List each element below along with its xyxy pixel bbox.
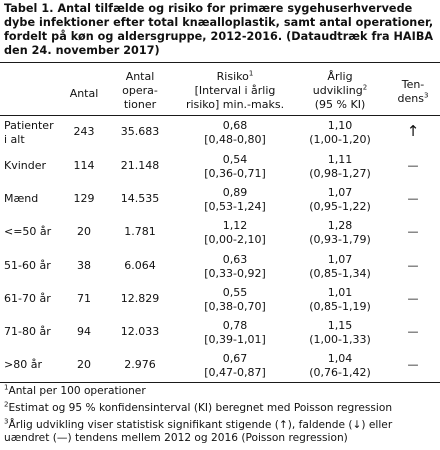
cell-antal: 71 <box>77 292 91 305</box>
header-ops-line2: opera- <box>122 84 158 97</box>
cell-risiko: 1,12 [0,00-2,10] <box>204 219 266 246</box>
cell-risiko: 0,63 [0,33-0,92] <box>204 253 266 280</box>
cell-antal: 20 <box>77 225 91 238</box>
cell-udvikling: 1,15 (1,00-1,33) <box>309 319 371 346</box>
header-rule <box>0 115 440 116</box>
row-label: >80 år <box>4 358 42 371</box>
header-dev-line3: (95 % KI) <box>314 98 366 111</box>
cell-udvikling: 1,11 (0,98-1,27) <box>309 153 371 180</box>
trend-unchanged-dash-icon: — <box>407 192 419 205</box>
cell-antal: 243 <box>73 125 95 138</box>
cell-risiko: 0,89 [0,53-1,24] <box>204 186 266 213</box>
header-ops-line3: tioner <box>123 98 157 111</box>
trend-unchanged-dash-icon: — <box>407 292 419 305</box>
header-risk-line2: [Interval i årlig <box>194 84 276 97</box>
row-label: <=50 år <box>4 225 52 238</box>
row-label: 71-80 år <box>4 325 51 338</box>
row-label: 51-60 år <box>4 259 51 272</box>
cell-antal: 94 <box>77 325 91 338</box>
header-dev-line1: Årlig <box>327 70 353 83</box>
cell-antal: 129 <box>73 192 95 205</box>
trend-unchanged-dash-icon: — <box>407 358 419 371</box>
header-dev-line2: udvikling2 <box>312 83 368 97</box>
row-label: Kvinder <box>4 159 47 172</box>
cell-risiko: 0,67 [0,47-0,87] <box>204 352 266 379</box>
cell-udvikling: 1,04 (0,76-1,42) <box>309 352 371 379</box>
footnote-2: 2Estimat og 95 % konfidensinterval (KI) … <box>4 400 393 414</box>
table-title: Tabel 1. Antal tilfælde og risiko for pr… <box>4 2 434 57</box>
header-operationer: Antal opera- tioner <box>110 70 170 112</box>
cell-operationer: 6.064 <box>124 259 156 272</box>
header-tendens: Ten- dens3 <box>393 78 433 106</box>
row-label: Patienter i alt <box>4 119 54 146</box>
footnote-1: 1Antal per 100 operationer <box>4 383 146 397</box>
cell-operationer: 12.829 <box>120 292 160 305</box>
row-label: Mænd <box>4 192 39 205</box>
trend-unchanged-dash-icon: — <box>407 159 419 172</box>
bottom-rule <box>0 382 440 383</box>
header-trend-line1: Ten- <box>401 78 425 91</box>
cell-operationer: 14.535 <box>120 192 160 205</box>
cell-antal: 38 <box>77 259 91 272</box>
footnote-3: 3Årlig udvikling viser statistisk signif… <box>4 417 393 444</box>
header-risk-line3: risiko] min.-maks. <box>185 98 285 111</box>
header-udvikling: Årlig udvikling2 (95 % KI) <box>295 70 385 112</box>
row-label: 61-70 år <box>4 292 51 305</box>
cell-operationer: 35.683 <box>120 125 160 138</box>
cell-udvikling: 1,07 (0,85-1,34) <box>309 253 371 280</box>
cell-operationer: 1.781 <box>124 225 156 238</box>
cell-risiko: 0,78 [0,39-1,01] <box>204 319 266 346</box>
trend-unchanged-dash-icon: — <box>407 225 419 238</box>
cell-udvikling: 1,28 (0,93-1,79) <box>309 219 371 246</box>
cell-risiko: 0,55 [0,38-0,70] <box>204 286 266 313</box>
header-risk-line1: Risiko1 <box>216 69 254 83</box>
cell-operationer: 21.148 <box>120 159 160 172</box>
cell-operationer: 2.976 <box>124 358 156 371</box>
header-ops-line1: Antal <box>125 70 155 83</box>
cell-antal: 20 <box>77 358 91 371</box>
cell-antal: 114 <box>73 159 95 172</box>
top-rule <box>0 62 440 63</box>
trend-up-arrow-icon: ↑ <box>406 122 420 140</box>
cell-risiko: 0,54 [0,36-0,71] <box>204 153 266 180</box>
cell-operationer: 12.033 <box>120 325 160 338</box>
cell-udvikling: 1,10 (1,00-1,20) <box>309 119 371 146</box>
trend-unchanged-dash-icon: — <box>407 325 419 338</box>
header-trend-line2: dens3 <box>397 91 429 105</box>
cell-udvikling: 1,01 (0,85-1,19) <box>309 286 371 313</box>
header-risiko: Risiko1 [Interval i årlig risiko] min.-m… <box>180 70 290 112</box>
trend-unchanged-dash-icon: — <box>407 259 419 272</box>
cell-risiko: 0,68 [0,48-0,80] <box>204 119 266 146</box>
header-antal: Antal <box>69 87 99 100</box>
cell-udvikling: 1,07 (0,95-1,22) <box>309 186 371 213</box>
